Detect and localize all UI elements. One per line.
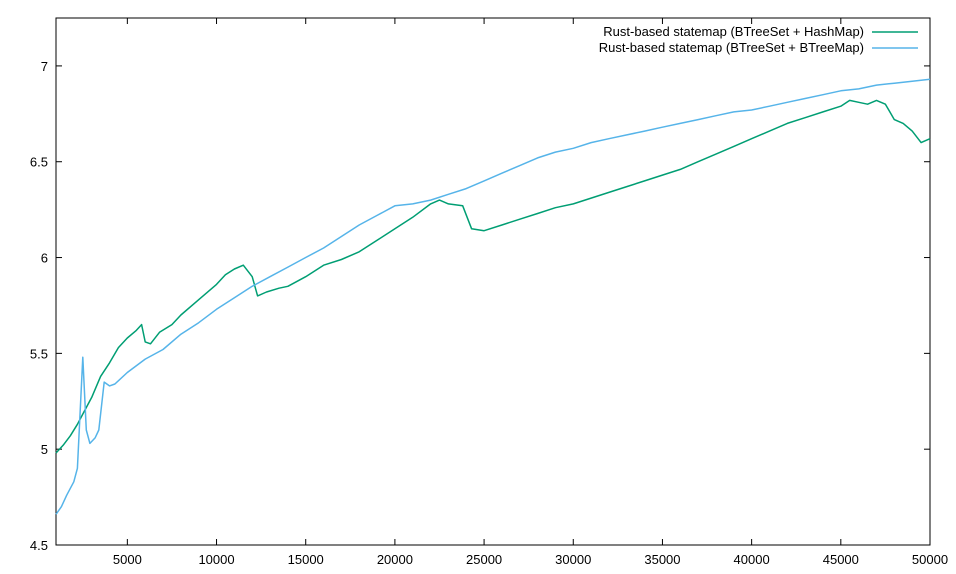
- y-tick-label: 6: [41, 251, 48, 266]
- series-line-1: [55, 99, 931, 454]
- plot-frame: [55, 17, 931, 546]
- legend-label-1: Rust-based statemap (BTreeSet + HashMap): [603, 24, 864, 39]
- legend: Rust-based statemap (BTreeSet + HashMap)…: [599, 24, 918, 55]
- y-axis-tick-labels: 4.5 5 5.5 6 6.5 7: [30, 59, 48, 553]
- legend-label-2: Rust-based statemap (BTreeSet + BTreeMap…: [599, 40, 864, 55]
- axis-ticks: [56, 18, 931, 546]
- x-tick-label: 10000: [198, 552, 234, 567]
- x-tick-label: 50000: [912, 552, 948, 567]
- x-tick-label: 15000: [288, 552, 324, 567]
- x-tick-label: 35000: [644, 552, 680, 567]
- x-tick-label: 45000: [823, 552, 859, 567]
- x-tick-label: 25000: [466, 552, 502, 567]
- x-axis-tick-labels: 5000 10000 15000 20000 25000 30000 35000 40000 4…: [113, 552, 948, 567]
- y-tick-label: 5: [41, 442, 48, 457]
- x-tick-label: 5000: [113, 552, 142, 567]
- y-tick-label: 4.5: [30, 538, 48, 553]
- x-tick-label: 40000: [734, 552, 770, 567]
- y-tick-label: 7: [41, 59, 48, 74]
- series-line-2: [55, 78, 931, 515]
- x-tick-label: 20000: [377, 552, 413, 567]
- y-tick-label: 6.5: [30, 155, 48, 170]
- series-lines: [55, 78, 931, 515]
- x-tick-label: 30000: [555, 552, 591, 567]
- y-tick-label: 5.5: [30, 346, 48, 361]
